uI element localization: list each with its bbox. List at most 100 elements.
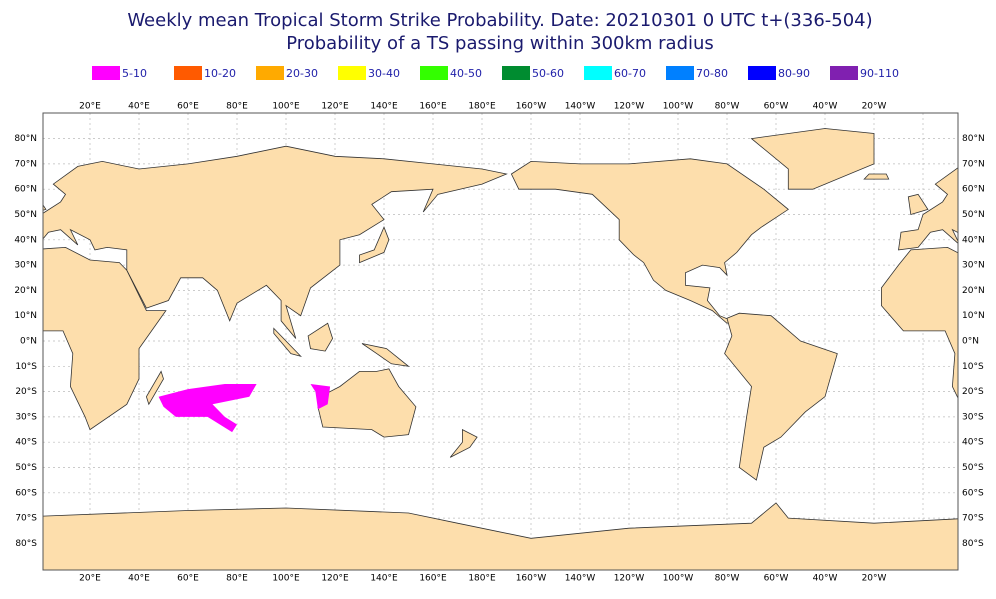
longitude-label-bottom: 80°W bbox=[715, 574, 740, 584]
latitude-label-right: 20°N bbox=[962, 286, 985, 296]
latitude-label-right: 80°N bbox=[962, 134, 985, 144]
latitude-label-right: 50°N bbox=[962, 210, 985, 220]
longitude-label-bottom: 80°E bbox=[226, 574, 248, 584]
longitude-label-bottom: 40°W bbox=[813, 574, 838, 584]
longitude-label-top: 80°W bbox=[715, 102, 740, 112]
latitude-label-right: 0°N bbox=[962, 337, 979, 347]
longitude-label-top: 140°E bbox=[370, 102, 398, 112]
latitude-label-right: 10°S bbox=[962, 362, 984, 372]
land-borneo bbox=[308, 323, 333, 351]
latitude-label-right: 30°S bbox=[962, 412, 984, 422]
latitude-label-right: 70°S bbox=[962, 514, 984, 524]
legend-label: 90-110 bbox=[860, 67, 899, 80]
legend-label: 10-20 bbox=[204, 67, 236, 80]
title-line-2: Probability of a TS passing within 300km… bbox=[286, 33, 714, 54]
legend-swatch bbox=[748, 66, 776, 80]
longitude-label-top: 40°E bbox=[128, 102, 150, 112]
legend-label: 30-40 bbox=[368, 67, 400, 80]
latitude-label-left: 20°S bbox=[15, 387, 37, 397]
latitude-label-left: 50°S bbox=[15, 463, 37, 473]
longitude-label-top: 60°E bbox=[177, 102, 199, 112]
land-southamerica bbox=[725, 313, 838, 480]
legend-label: 80-90 bbox=[778, 67, 810, 80]
latitude-label-left: 60°S bbox=[15, 488, 37, 498]
longitude-label-bottom: 100°E bbox=[272, 574, 300, 584]
latitude-label-left: 60°N bbox=[14, 185, 37, 195]
legend-label: 60-70 bbox=[614, 67, 646, 80]
latitude-label-left: 40°N bbox=[14, 235, 37, 245]
legend-label: 50-60 bbox=[532, 67, 564, 80]
latitude-label-right: 20°S bbox=[962, 387, 984, 397]
legend-swatch bbox=[502, 66, 530, 80]
longitude-label-top: 100°W bbox=[663, 102, 694, 112]
latitude-label-left: 30°N bbox=[14, 261, 37, 271]
longitude-label-bottom: 20°W bbox=[862, 574, 887, 584]
map-area bbox=[0, 113, 996, 581]
longitude-label-bottom: 140°E bbox=[370, 574, 398, 584]
land-iceland bbox=[0, 174, 7, 179]
land-japan bbox=[360, 227, 389, 262]
longitude-label-top: 20°E bbox=[79, 102, 101, 112]
latitude-label-right: 10°N bbox=[962, 311, 985, 321]
latitude-label-right: 50°S bbox=[962, 463, 984, 473]
longitude-label-bottom: 100°W bbox=[663, 574, 694, 584]
longitude-label-top: 100°E bbox=[272, 102, 300, 112]
longitude-label-top: 40°W bbox=[813, 102, 838, 112]
longitude-label-bottom: 120°W bbox=[614, 574, 645, 584]
legend-swatch bbox=[830, 66, 858, 80]
legend-swatch bbox=[338, 66, 366, 80]
longitude-label-top: 120°W bbox=[614, 102, 645, 112]
title-line-1: Weekly mean Tropical Storm Strike Probab… bbox=[127, 10, 872, 31]
longitude-label-top: 160°E bbox=[419, 102, 447, 112]
longitude-label-bottom: 160°E bbox=[419, 574, 447, 584]
legend-swatch bbox=[584, 66, 612, 80]
longitude-label-bottom: 60°W bbox=[764, 574, 789, 584]
longitude-label-bottom: 140°W bbox=[565, 574, 596, 584]
longitude-label-top: 120°E bbox=[321, 102, 349, 112]
legend-label: 20-30 bbox=[286, 67, 318, 80]
longitude-label-top: 80°E bbox=[226, 102, 248, 112]
latitude-label-left: 40°S bbox=[15, 438, 37, 448]
legend-label: 70-80 bbox=[696, 67, 728, 80]
land-northamerica bbox=[511, 159, 788, 323]
latitude-label-right: 40°S bbox=[962, 438, 984, 448]
probability-area bbox=[159, 384, 257, 432]
legend-swatch bbox=[92, 66, 120, 80]
longitude-label-top: 20°W bbox=[862, 102, 887, 112]
land-iceland bbox=[864, 174, 889, 179]
latitude-label-left: 10°N bbox=[14, 311, 37, 321]
longitude-label-top: 140°W bbox=[565, 102, 596, 112]
latitude-label-right: 40°N bbox=[962, 235, 985, 245]
latitude-label-left: 50°N bbox=[14, 210, 37, 220]
latitude-label-left: 20°N bbox=[14, 286, 37, 296]
land-australia bbox=[318, 369, 416, 437]
legend-swatch bbox=[666, 66, 694, 80]
legend-label: 5-10 bbox=[122, 67, 147, 80]
latitude-label-right: 60°S bbox=[962, 488, 984, 498]
longitude-label-top: 160°W bbox=[516, 102, 547, 112]
longitude-label-top: 60°W bbox=[764, 102, 789, 112]
longitude-label-bottom: 160°W bbox=[516, 574, 547, 584]
legend-swatch bbox=[420, 66, 448, 80]
latitude-label-right: 60°N bbox=[962, 185, 985, 195]
latitude-label-left: 70°S bbox=[15, 514, 37, 524]
land-sumatra bbox=[274, 328, 301, 356]
longitude-label-bottom: 180°E bbox=[468, 574, 496, 584]
longitude-label-bottom: 60°E bbox=[177, 574, 199, 584]
latitude-label-left: 80°N bbox=[14, 134, 37, 144]
latitude-label-right: 70°N bbox=[962, 159, 985, 169]
land-newguinea bbox=[362, 344, 409, 367]
latitude-label-left: 0°N bbox=[20, 337, 37, 347]
land-uk bbox=[908, 194, 928, 214]
longitude-label-bottom: 20°E bbox=[79, 574, 101, 584]
latitude-label-left: 30°S bbox=[15, 412, 37, 422]
longitude-label-bottom: 120°E bbox=[321, 574, 349, 584]
land-greenland bbox=[752, 129, 875, 190]
latitude-label-right: 80°S bbox=[962, 539, 984, 549]
legend-swatch bbox=[174, 66, 202, 80]
latitude-label-left: 10°S bbox=[15, 362, 37, 372]
longitude-label-bottom: 40°E bbox=[128, 574, 150, 584]
latitude-label-right: 30°N bbox=[962, 261, 985, 271]
